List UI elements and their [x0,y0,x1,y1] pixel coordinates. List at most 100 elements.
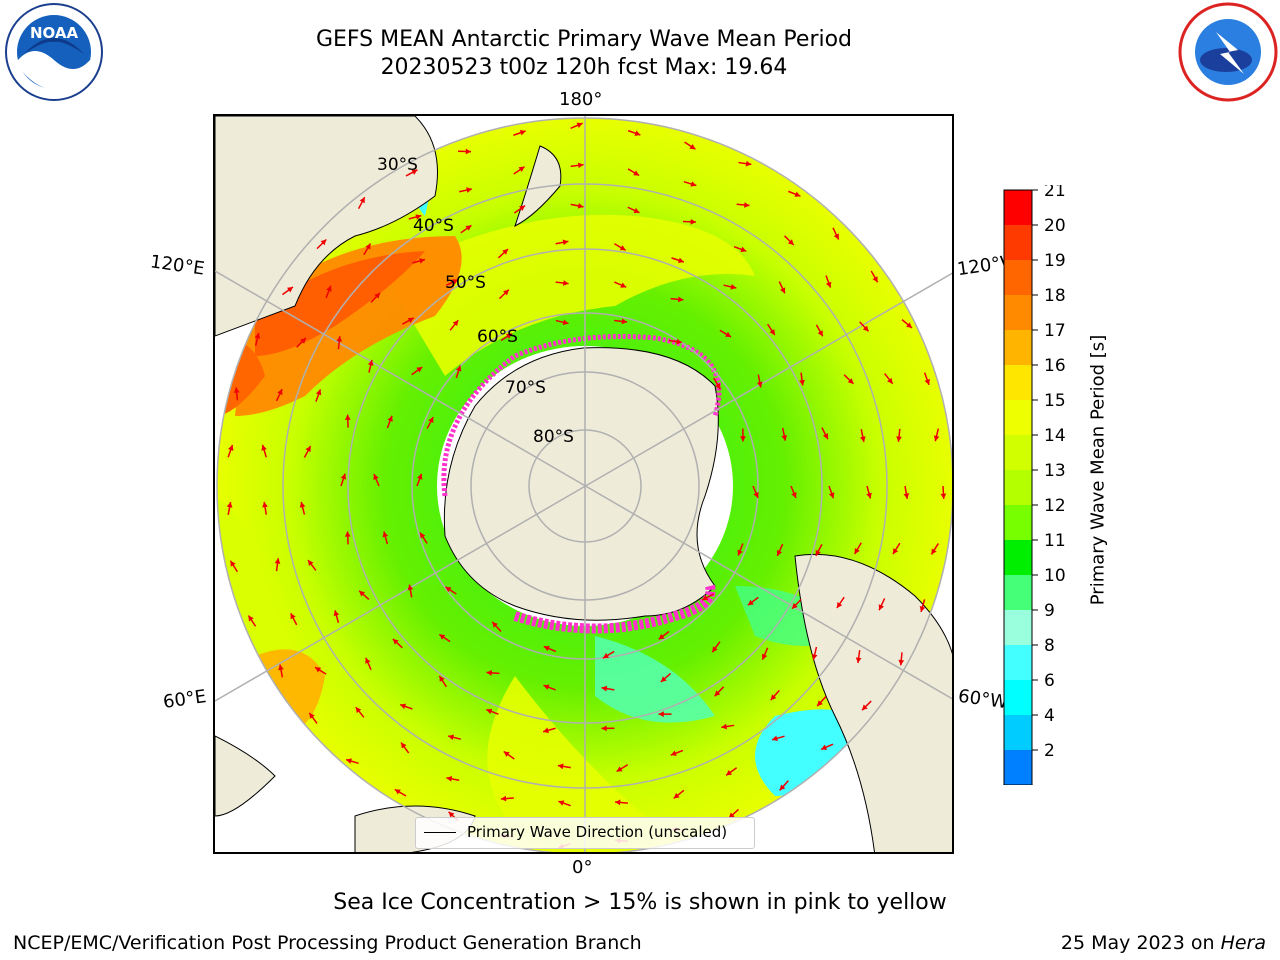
wave-arrow [359,590,365,597]
wave-arrow [779,287,786,294]
wave-arrow [712,646,718,653]
colorbar-tick-label: 13 [1044,461,1066,481]
wave-arrow [677,296,684,303]
wave-arrow [558,800,565,806]
wave-arrow [817,700,823,707]
wave-arrow [346,758,352,764]
colorbar-scale: 21 20 19 18 17 16 15 14 13 12 11 10 9 8 6 4 2 [1003,181,1066,815]
legend-line-swatch [424,832,456,833]
wave-arrow [305,445,311,452]
colorbar-label: Primary Wave Mean Period [s] [1087,334,1109,606]
lat-label-70s: 70°S [505,378,546,398]
lon-label-60e: 60°E [161,686,208,713]
wave-arrow [486,708,493,715]
chart-subtitle: 20230523 t00z 120h fcst Max: 19.64 [380,55,788,80]
wave-arrow [898,659,905,666]
wave-arrow [787,239,794,246]
colorbar-tick-label: 8 [1044,636,1055,656]
wave-arrow [344,414,351,420]
wave-arrow [670,750,677,756]
wave-arrow [562,239,569,246]
wave-arrow [419,258,425,264]
wave-arrow [577,203,584,209]
wave-arrow [859,436,866,442]
wave-arrow [601,685,608,692]
colorbar-swatch [1004,575,1032,610]
wave-arrow [866,492,872,499]
wave-arrow [448,811,455,818]
wave-arrow [621,318,628,325]
colorbar-swatch [1004,225,1032,260]
lon-label-120e: 120°E [148,251,206,280]
lat-label-50s: 50°S [445,273,486,293]
wave-arrow [616,766,623,772]
wave-arrow [756,381,763,388]
wave-arrow [563,280,569,286]
colorbar-swatch [1004,540,1032,575]
wave-arrow [619,245,626,251]
wave-arrow [248,615,254,622]
wave-arrow [725,331,732,337]
wave-arrow [254,333,261,339]
wave-arrow [903,493,910,499]
wave-arrow [740,436,746,442]
wave-arrow [506,333,513,339]
wave-arrow [503,289,509,296]
footer-date: 25 May 2023 on Hera [1061,932,1266,954]
lat-label-30s: 30°S [377,155,418,175]
wave-arrow [277,389,283,396]
wave-arrow [562,319,569,326]
wave-arrow [228,444,234,451]
wave-arrow [715,383,721,390]
wave-arrow [753,492,759,498]
wave-arrow [702,595,709,601]
wave-arrow [448,734,455,741]
wave-arrow [543,727,549,734]
wave-arrow [828,492,835,499]
wave-arrow [367,359,374,366]
wave-arrow [887,377,893,384]
colorbar-swatch [1004,190,1032,225]
colorbar-tick-label: 14 [1044,426,1066,446]
wave-arrow [601,725,607,732]
colorbar-tick-label: 21 [1044,185,1066,201]
wave-arrow [602,652,609,659]
wave-arrow [728,812,735,819]
wave-arrow [811,653,818,660]
wave-arrow [896,436,902,442]
wave-arrow [634,130,641,136]
wave-arrow [740,246,747,253]
wave-arrow [226,502,233,508]
wave-arrow [792,602,798,609]
wave-arrow [557,763,564,770]
wave-arrow [261,444,267,451]
wave-arrow [726,769,733,776]
wave-arrow [615,799,621,806]
wave-arrow [262,501,268,508]
wave-arrow [924,378,930,385]
wave-arrow [411,169,418,175]
wave-arrow [761,653,768,660]
wave-arrow [382,531,389,538]
wave-arrow [502,249,509,255]
wave-arrow [300,337,306,344]
wave-arrow [315,389,322,396]
wave-arrow [677,257,684,264]
colorbar-tick-label: 15 [1044,391,1066,411]
sea-ice-note: Sea Ice Concentration > 15% is shown in … [333,890,947,915]
footer-date-text: 25 May 2023 on [1060,932,1221,954]
colorbar-tick-label: 10 [1044,566,1066,586]
wave-arrow [326,285,332,292]
wave-arrow [658,711,664,717]
wave-arrow [892,548,899,555]
colorbar-swatch [1004,715,1032,750]
colorbar-swatch [1004,645,1032,680]
colorbar-tick-label: 18 [1044,286,1066,306]
colorbar-swatch [1004,330,1032,365]
colorbar-tick-label: 9 [1044,601,1055,621]
wave-arrow [714,690,721,697]
colorbar-tick-label: 2 [1044,741,1055,761]
wave-arrow [500,795,507,802]
wave-arrow [233,387,240,393]
lat-label-40s: 40°S [413,216,454,236]
